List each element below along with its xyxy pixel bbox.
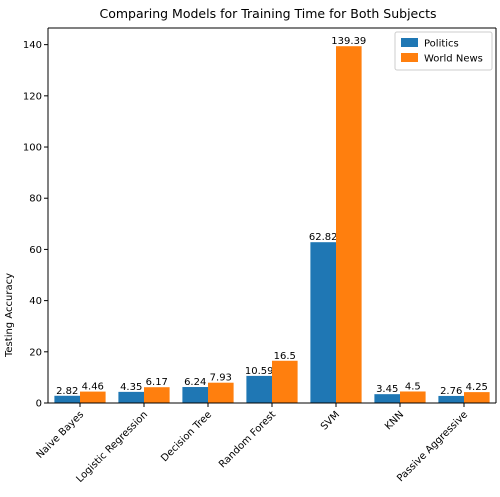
y-tick-label: 40 xyxy=(29,296,42,307)
y-axis-label: Testing Accuracy xyxy=(4,273,15,358)
data-label: 6.17 xyxy=(146,377,168,388)
data-label: 4.46 xyxy=(82,382,104,393)
bar-politics xyxy=(118,391,144,403)
bar-world-news xyxy=(144,387,170,403)
y-tick-label: 80 xyxy=(29,194,42,205)
data-label: 3.45 xyxy=(376,384,398,395)
y-tick-label: 0 xyxy=(36,399,42,410)
data-label: 4.35 xyxy=(120,382,142,393)
bar-politics xyxy=(246,375,272,403)
y-tick-label: 100 xyxy=(23,143,42,154)
legend-swatch xyxy=(401,38,418,47)
bar-politics xyxy=(182,387,208,403)
bar-politics xyxy=(438,395,464,403)
x-tick-label: SVM xyxy=(319,409,342,432)
data-label: 2.76 xyxy=(440,386,462,397)
x-tick-label: Random Forest xyxy=(217,409,278,470)
data-label: 10.59 xyxy=(245,366,274,377)
data-label: 2.82 xyxy=(56,386,78,397)
data-label: 7.93 xyxy=(210,373,232,384)
bar-world-news xyxy=(400,391,426,403)
data-label: 4.5 xyxy=(405,381,421,392)
legend-label: Politics xyxy=(424,39,459,50)
bar-politics xyxy=(374,394,400,403)
plot-area: 2.82 4.35 6.24 10.59 62.82 3.45 2.76 4.46 6.17 7.… xyxy=(23,27,497,485)
x-tick-label: Logistic Regression xyxy=(75,409,151,485)
y-tick-label: 20 xyxy=(29,347,42,358)
bar-world-news xyxy=(208,382,234,403)
x-tick-label: Naive Bayes xyxy=(35,409,87,461)
x-tick-label: Decision Tree xyxy=(159,409,214,464)
data-label: 6.24 xyxy=(184,377,206,388)
data-label: 4.25 xyxy=(466,382,488,393)
y-tick-label: 120 xyxy=(23,91,42,102)
x-tick-label: Passive Aggressive xyxy=(395,409,470,484)
y-tick-label: 60 xyxy=(29,245,42,256)
bar-politics xyxy=(310,242,336,403)
legend-swatch xyxy=(401,53,418,62)
data-label: 139.39 xyxy=(331,36,366,47)
data-label: 16.5 xyxy=(274,351,296,362)
legend-box xyxy=(394,31,493,71)
legend: Politics World News xyxy=(394,31,493,71)
bar-world-news xyxy=(464,392,490,403)
data-label: 62.82 xyxy=(309,232,338,243)
chart-title: Comparing Models for Training Time for B… xyxy=(99,6,436,21)
bar-politics xyxy=(54,395,80,403)
bar-world-news xyxy=(336,46,362,404)
bar-world-news xyxy=(272,360,298,403)
bar-world-news xyxy=(80,391,106,403)
x-tick-label: KNN xyxy=(383,409,406,432)
y-tick-label: 140 xyxy=(23,40,42,51)
legend-label: World News xyxy=(424,54,483,65)
